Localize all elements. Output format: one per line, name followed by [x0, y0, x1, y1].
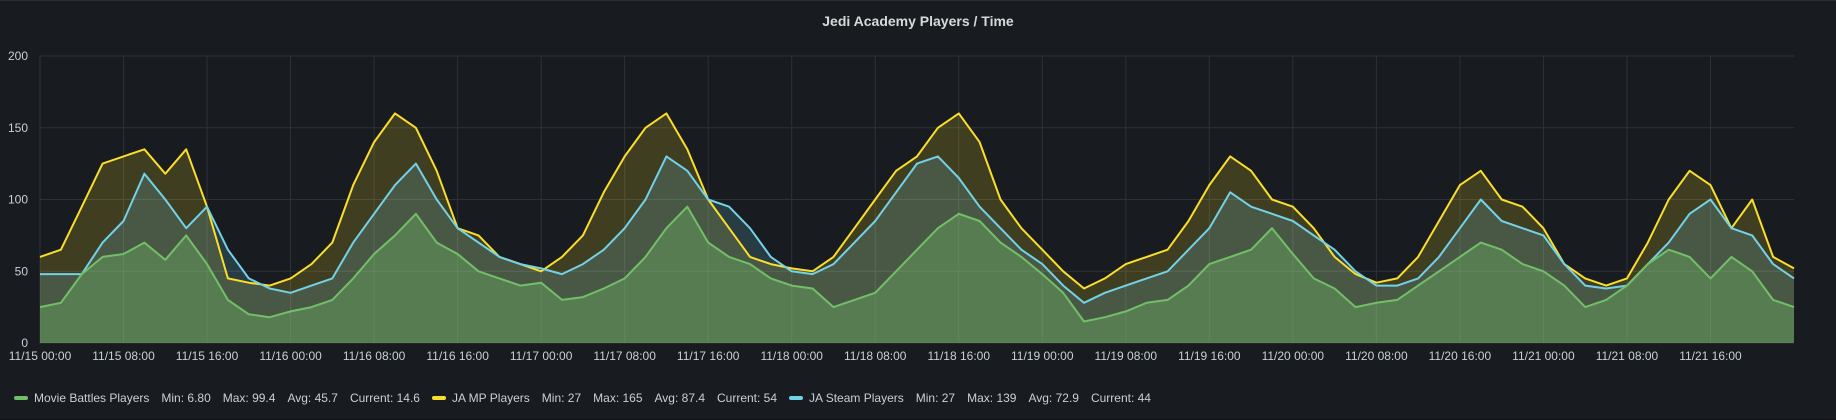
- series-area-movie-battles-players: [40, 206, 1794, 343]
- legend-min: Min: 6.80: [161, 391, 211, 405]
- y-tick-label: 150: [8, 121, 28, 135]
- x-tick-label: 11/17 16:00: [677, 349, 740, 363]
- series-line-ja-steam-players[interactable]: [40, 155, 1795, 304]
- legend-swatch-ja-steam: [789, 396, 804, 400]
- series-line-ja-mp-players[interactable]: [39, 112, 1795, 290]
- y-tick-label: 200: [8, 49, 28, 63]
- legend-min: Min: 27: [541, 391, 582, 405]
- series-line-movie-battles-players[interactable]: [39, 205, 1795, 323]
- x-tick-label: 11/20 00:00: [1262, 349, 1325, 363]
- x-tick-label: 11/21 16:00: [1679, 349, 1742, 363]
- x-tick-label: 11/18 16:00: [928, 349, 991, 363]
- legend-swatch-movie-battles: [14, 396, 28, 400]
- legend-current: Current: 14.6: [349, 391, 420, 405]
- legend-label: JA Steam Players: [809, 391, 904, 405]
- y-axis: 0 50 100 150 200: [8, 49, 28, 350]
- legend-swatch-ja-mp: [431, 396, 446, 400]
- x-tick-label: 11/17 00:00: [510, 349, 573, 363]
- legend-item-ja-mp[interactable]: JA MP Players Min: 27 Max: 165 Avg: 87.4…: [431, 391, 778, 405]
- x-tick-label: 11/20 16:00: [1429, 349, 1492, 363]
- x-tick-label: 11/19 16:00: [1178, 349, 1241, 363]
- x-tick-label: 11/17 08:00: [593, 349, 656, 363]
- legend-current: Current: 44: [1090, 391, 1151, 405]
- legend-item-ja-steam[interactable]: JA Steam Players Min: 27 Max: 139 Avg: 7…: [789, 391, 1151, 405]
- legend-avg: Avg: 45.7: [287, 391, 338, 405]
- x-tick-label: 11/18 00:00: [760, 349, 823, 363]
- x-tick-label: 11/16 08:00: [343, 349, 406, 363]
- legend-avg: Avg: 87.4: [654, 391, 705, 405]
- x-tick-label: 11/21 08:00: [1596, 349, 1659, 363]
- legend-min: Min: 27: [915, 391, 956, 405]
- x-tick-label: 11/15 08:00: [92, 349, 155, 363]
- y-tick-label: 0: [21, 336, 28, 350]
- x-tick-label: 11/21 00:00: [1512, 349, 1575, 363]
- x-tick-label: 11/16 16:00: [426, 349, 489, 363]
- x-tick-label: 11/15 00:00: [9, 349, 72, 363]
- legend-max: Max: 99.4: [222, 391, 276, 405]
- legend-item-movie-battles[interactable]: Movie Battles Players Min: 6.80 Max: 99.…: [14, 391, 420, 405]
- legend-current: Current: 54: [717, 391, 778, 405]
- y-tick-label: 100: [8, 193, 28, 207]
- x-axis: 11/15 00:00 11/15 08:00 11/15 16:00 11/16 0…: [9, 349, 1742, 363]
- x-tick-label: 11/20 08:00: [1345, 349, 1408, 363]
- legend-label: JA MP Players: [451, 391, 530, 405]
- x-tick-label: 11/18 08:00: [844, 349, 907, 363]
- chart-title: Jedi Academy Players / Time: [822, 13, 1014, 29]
- series-area-ja-mp-players: [40, 113, 1794, 344]
- legend: Movie Battles Players Min: 6.80 Max: 99.…: [14, 389, 1151, 407]
- legend-label: Movie Battles Players: [34, 391, 150, 405]
- x-tick-label: 11/19 00:00: [1011, 349, 1074, 363]
- x-tick-label: 11/16 00:00: [259, 349, 322, 363]
- y-tick-label: 50: [15, 264, 29, 278]
- x-tick-label: 11/15 16:00: [176, 349, 239, 363]
- legend-max: Max: 165: [593, 391, 643, 405]
- x-tick-label: 11/19 08:00: [1095, 349, 1158, 363]
- legend-avg: Avg: 72.9: [1028, 391, 1079, 405]
- series-lines: [39, 112, 1795, 323]
- legend-max: Max: 139: [967, 391, 1017, 405]
